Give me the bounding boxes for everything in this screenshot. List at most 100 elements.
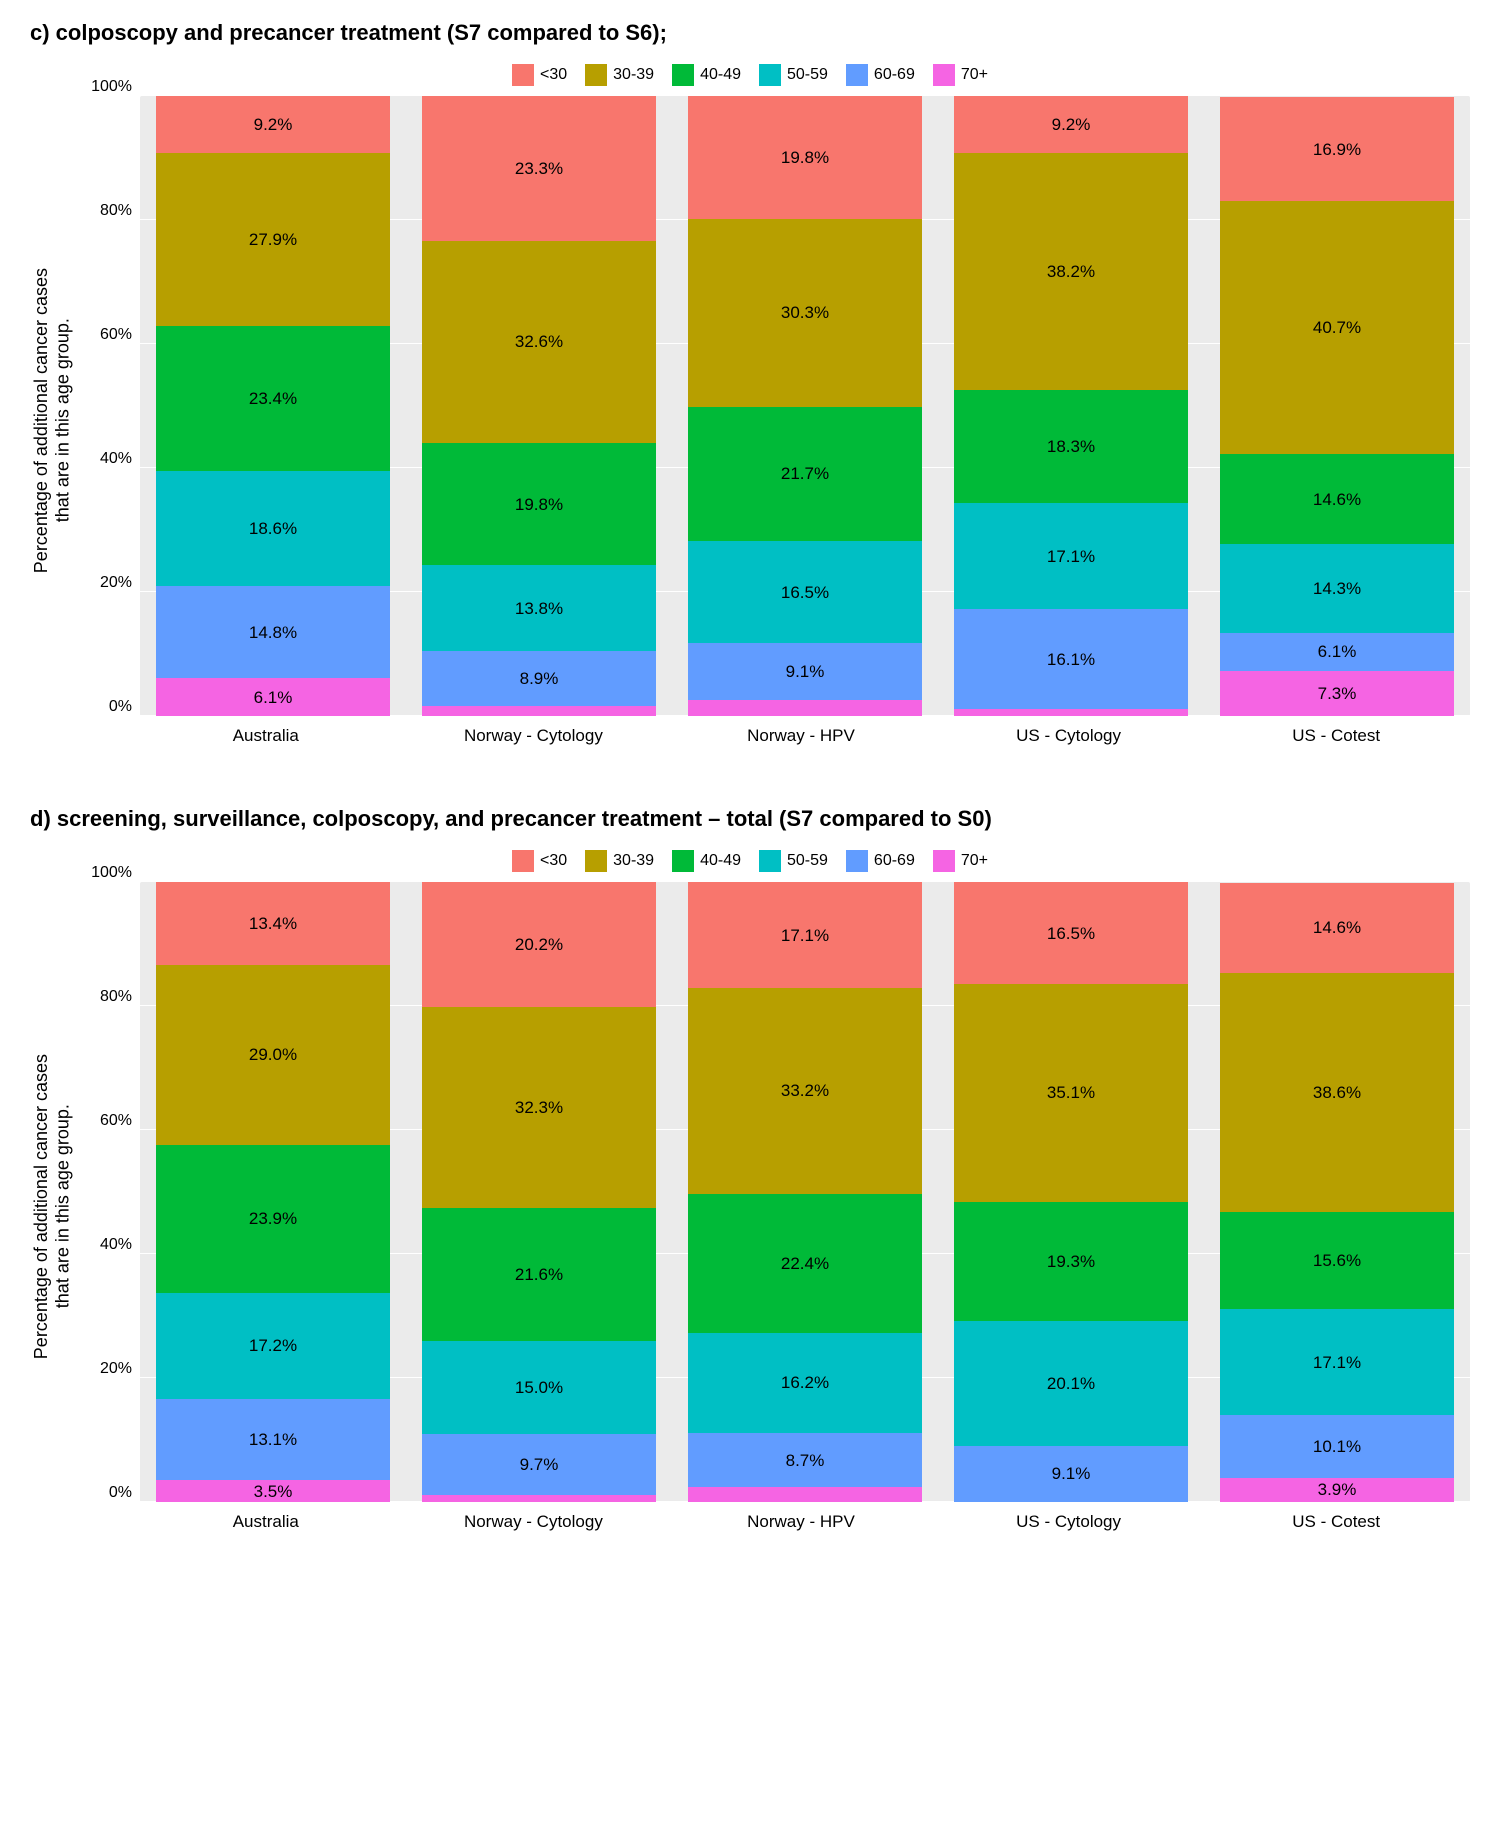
bar-segment: 16.9%	[1220, 97, 1454, 202]
segment-label: 38.2%	[1047, 263, 1095, 280]
legend-label: 30-39	[613, 66, 654, 84]
legend-item: 40-49	[672, 850, 741, 872]
bar-segment: 8.9%	[422, 651, 656, 706]
segment-label: 9.2%	[254, 116, 293, 133]
legend-swatch	[512, 850, 534, 872]
bar-slot: 3.5%13.1%17.2%23.9%29.0%13.4%	[140, 882, 406, 1502]
bar-segment: 22.4%	[688, 1194, 922, 1333]
bar-segment: 17.1%	[954, 503, 1188, 609]
stacked-bar: 3.9%10.1%17.1%15.6%38.6%14.6%	[1220, 882, 1454, 1502]
segment-label: 40.7%	[1313, 319, 1361, 336]
legend-label: 30-39	[613, 852, 654, 870]
legend-label: 70+	[961, 852, 988, 870]
bar-slot: 9.1%20.1%19.3%35.1%16.5%	[938, 882, 1204, 1502]
panel-title: c) colposcopy and precancer treatment (S…	[30, 20, 1470, 46]
segment-label: 16.5%	[1047, 925, 1095, 942]
legend-item: 70+	[933, 64, 988, 86]
segment-label: 3.5%	[254, 1483, 293, 1500]
bar-segment: 13.1%	[156, 1399, 390, 1480]
bar-segment: 17.1%	[688, 882, 922, 988]
y-axis-label-container: Percentage of additional cancer casestha…	[30, 96, 76, 746]
chart-area: 6.1%14.8%18.6%23.4%27.9%9.2%8.9%13.8%19.…	[140, 96, 1470, 716]
stacked-bar: 8.7% 16.2%22.4% 33.2% 17.1%	[688, 882, 922, 1502]
bar-segment: 10.1%	[1220, 1415, 1454, 1478]
bar-segment: 16.5%	[954, 882, 1188, 984]
segment-label: 23.4%	[249, 390, 297, 407]
legend-label: 50-59	[787, 852, 828, 870]
segment-label: 7.3%	[1318, 685, 1357, 702]
bar-segment: 3.5%	[156, 1480, 390, 1502]
segment-label: 8.7%	[786, 1452, 825, 1469]
segment-label: 15.0%	[515, 1379, 563, 1396]
bar-slot: 9.7%15.0%21.6%32.3%20.2%	[406, 882, 672, 1502]
bar-segment: 16.5%	[688, 541, 922, 643]
bar-segment: 19.8%	[422, 443, 656, 566]
legend-swatch	[846, 850, 868, 872]
x-tick-label: Australia	[132, 1512, 400, 1532]
bar-segment: 9.2%	[156, 96, 390, 153]
segment-label: 9.1%	[1052, 1465, 1091, 1482]
y-axis-label: Percentage of additional cancer casestha…	[31, 1054, 74, 1359]
x-tick-label: US - Cytology	[935, 726, 1203, 746]
bar-segment: 14.8%	[156, 586, 390, 678]
segment-label: 9.1%	[786, 663, 825, 680]
y-axis-label: Percentage of additional cancer casestha…	[31, 268, 74, 573]
x-tick-label: Norway - HPV	[667, 1512, 935, 1532]
bar-segment: 23.3%	[422, 96, 656, 240]
segment-label: 14.6%	[1313, 919, 1361, 936]
legend-swatch	[933, 850, 955, 872]
bar-segment: 20.2%	[422, 882, 656, 1007]
segment-label: 14.6%	[1313, 491, 1361, 508]
segment-label: 6.1%	[1318, 643, 1357, 660]
bar-segment: 9.1%	[954, 1446, 1188, 1502]
bar-segment: 13.4%	[156, 882, 390, 965]
bar-segment: 19.3%	[954, 1202, 1188, 1322]
legend-item: 30-39	[585, 850, 654, 872]
segment-label: 19.3%	[1047, 1253, 1095, 1270]
segment-label: 18.6%	[249, 520, 297, 537]
plot-column: 100%80%60%40%20%0%3.5%13.1%17.2%23.9%29.…	[76, 882, 1470, 1532]
legend-item: <30	[512, 64, 567, 86]
legend-swatch	[759, 850, 781, 872]
legend: <3030-3940-4950-5960-6970+	[30, 64, 1470, 86]
stacked-bar: 3.5%13.1%17.2%23.9%29.0%13.4%	[156, 882, 390, 1502]
bar-segment: 38.6%	[1220, 973, 1454, 1212]
legend-label: 40-49	[700, 66, 741, 84]
plot-area: 100%80%60%40%20%0%6.1%14.8%18.6%23.4%27.…	[76, 96, 1470, 716]
segment-label: 38.6%	[1313, 1084, 1361, 1101]
bar-segment: 32.6%	[422, 241, 656, 443]
x-tick-label: Norway - Cytology	[400, 726, 668, 746]
segment-label: 33.2%	[781, 1082, 829, 1099]
bar-segment: 6.1%	[156, 678, 390, 716]
bar-segment: 38.2%	[954, 153, 1188, 390]
x-axis: AustraliaNorway - CytologyNorway - HPVUS…	[132, 726, 1470, 746]
legend-swatch	[585, 64, 607, 86]
bar-segment: 14.6%	[1220, 454, 1454, 545]
x-axis: AustraliaNorway - CytologyNorway - HPVUS…	[132, 1512, 1470, 1532]
segment-label: 16.9%	[1313, 141, 1361, 158]
bar-segment: 32.3%	[422, 1007, 656, 1207]
chart-area: 3.5%13.1%17.2%23.9%29.0%13.4%9.7%15.0%21…	[140, 882, 1470, 1502]
bar-segment: 16.1%	[954, 609, 1188, 709]
bar-segment: 16.2%	[688, 1333, 922, 1433]
stacked-bar: 6.1%14.8% 18.6% 23.4% 27.9% 9.2%	[156, 96, 390, 716]
bar-segment: 9.1%	[688, 643, 922, 699]
x-tick-label: US - Cotest	[1202, 726, 1470, 746]
segment-label: 18.3%	[1047, 438, 1095, 455]
bar-segment: 17.1%	[1220, 1309, 1454, 1415]
segment-label: 30.3%	[781, 304, 829, 321]
bar-slot: 8.9% 13.8% 19.8%32.6%23.3%	[406, 96, 672, 716]
segment-label: 27.9%	[249, 231, 297, 248]
legend-swatch	[512, 64, 534, 86]
bar-segment: 14.6%	[1220, 883, 1454, 974]
bar-slot: 6.1%14.8% 18.6% 23.4% 27.9% 9.2%	[140, 96, 406, 716]
segment-label: 13.8%	[515, 600, 563, 617]
segment-label: 15.6%	[1313, 1252, 1361, 1269]
stacked-bar: 9.1%16.5%21.7%30.3%19.8%	[688, 96, 922, 716]
bar-slot: 16.1%17.1%18.3%38.2%9.2%	[938, 96, 1204, 716]
stacked-bar: 7.3%6.1%14.3%14.6%40.7%16.9%	[1220, 96, 1454, 716]
y-axis: 100%80%60%40%20%0%	[76, 96, 140, 716]
bar-segment: 33.2%	[688, 988, 922, 1194]
bar-segment: 27.9%	[156, 153, 390, 326]
plot-column: 100%80%60%40%20%0%6.1%14.8%18.6%23.4%27.…	[76, 96, 1470, 746]
